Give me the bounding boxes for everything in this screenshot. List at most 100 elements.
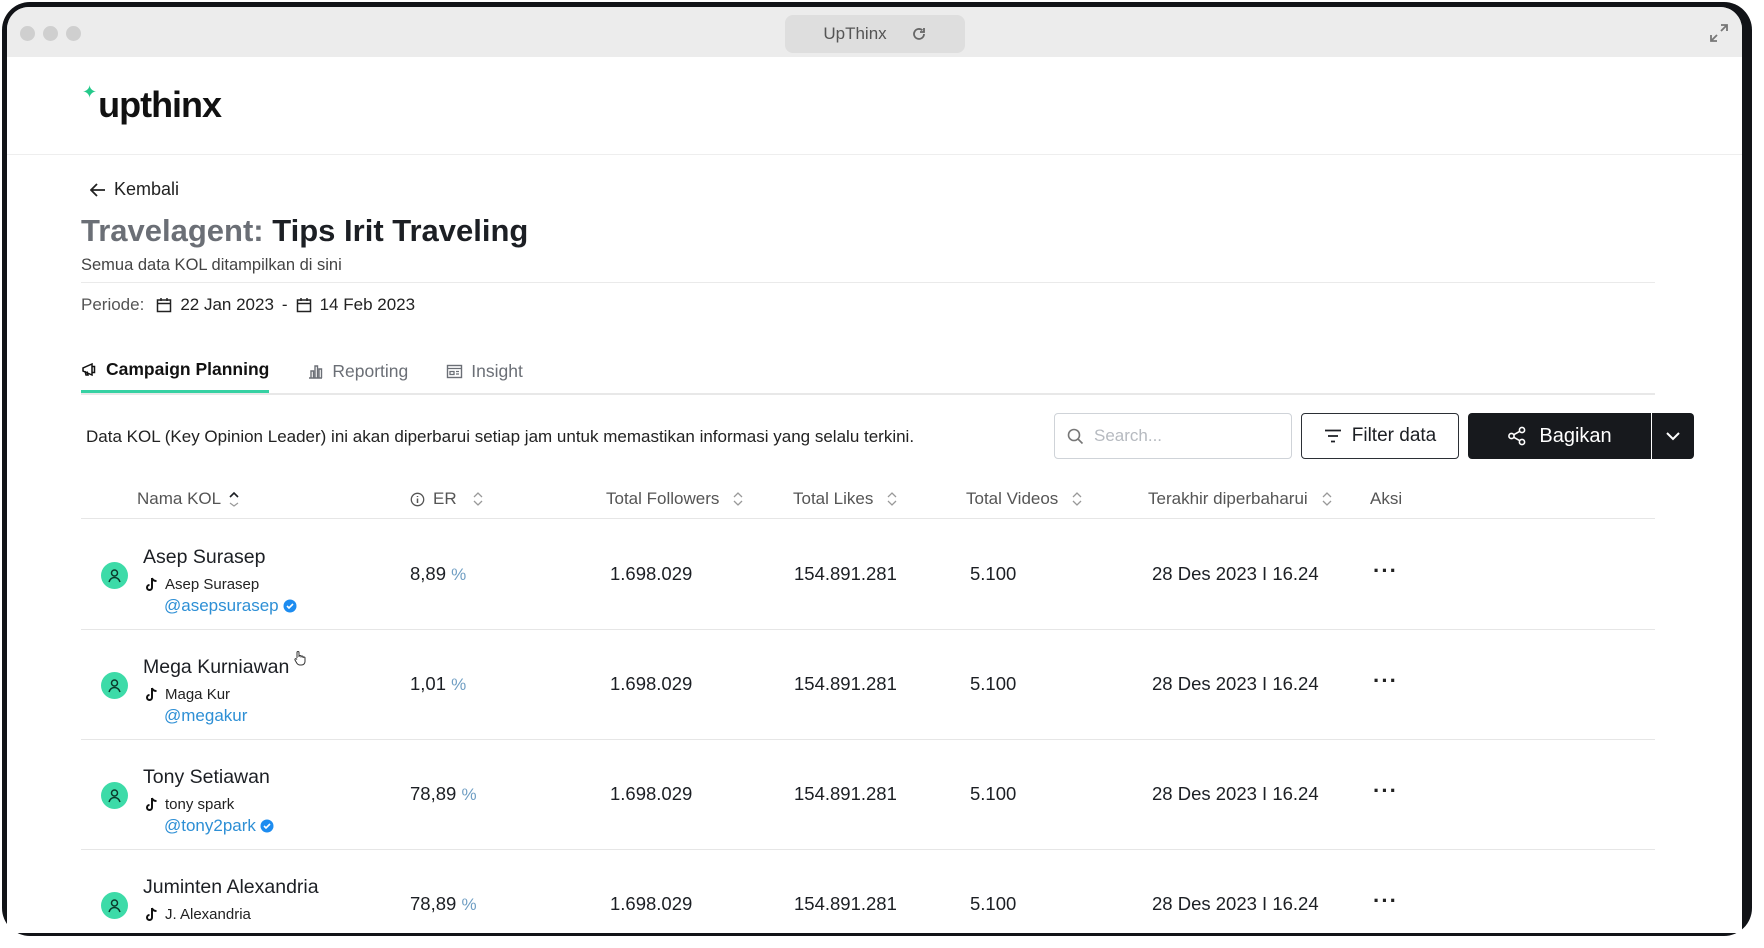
column-label: Total Likes xyxy=(793,489,874,508)
likes-value: 154.891.281 xyxy=(794,563,897,584)
hand-cursor-icon xyxy=(294,651,306,666)
kol-handle[interactable]: @tony2park xyxy=(164,816,274,836)
info-icon xyxy=(410,492,425,506)
column-label: Nama KOL xyxy=(137,489,222,508)
column-header-total-likes[interactable]: Total Likes xyxy=(793,489,897,509)
column-header-nama-kol[interactable]: Nama KOL xyxy=(137,489,239,509)
more-actions-button[interactable]: ··· xyxy=(1373,558,1398,583)
tab-reporting[interactable]: Reporting xyxy=(307,355,408,393)
column-label: Terakhir diperbaharui xyxy=(1148,489,1308,508)
updated-value: 28 Des 2023 I 16.24 xyxy=(1152,563,1319,584)
column-header-total-followers[interactable]: Total Followers xyxy=(606,489,743,509)
column-header-er[interactable]: ER xyxy=(410,489,483,509)
calendar-icon xyxy=(157,298,172,313)
kol-account: J. Alexandria xyxy=(145,906,251,923)
bar-chart-icon xyxy=(309,364,323,379)
sort-icon xyxy=(1322,492,1332,506)
filter-button[interactable]: Filter data xyxy=(1301,413,1459,459)
search-icon xyxy=(1067,428,1084,444)
avatar xyxy=(101,672,128,699)
er-unit: % xyxy=(461,895,477,914)
tab-label: Campaign Planning xyxy=(106,359,270,379)
er-unit: % xyxy=(461,785,477,804)
user-icon xyxy=(108,899,121,913)
sort-icon xyxy=(1072,492,1082,506)
tab-campaign-planning[interactable]: Campaign Planning xyxy=(81,355,270,393)
page-subtitle: Semua data KOL ditampilkan di sini xyxy=(81,256,342,274)
er-value: 1,01 % xyxy=(410,673,466,695)
column-label: Total Followers xyxy=(606,489,720,508)
close-window-button[interactable] xyxy=(20,26,35,41)
megaphone-icon xyxy=(82,362,96,377)
period-range: Periode: 22 Jan 2023 - 14 Feb 2023 xyxy=(81,295,415,315)
tab-label: Reporting xyxy=(332,360,409,381)
verified-badge-icon xyxy=(260,819,274,833)
fullscreen-icon[interactable] xyxy=(1708,22,1730,44)
calendar-icon xyxy=(296,298,311,313)
upthinx-logo[interactable]: ✦ upthinx xyxy=(82,82,222,125)
account-name: J. Alexandria xyxy=(165,906,251,923)
sparkle-icon: ✦ xyxy=(82,82,98,102)
er-number: 1,01 xyxy=(410,673,447,694)
title-bar: UpThinx xyxy=(7,7,1742,57)
updated-value: 28 Des 2023 I 16.24 xyxy=(1152,893,1319,914)
address-text: UpThinx xyxy=(823,24,887,43)
account-name: Asep Surasep xyxy=(165,576,260,593)
kol-name[interactable]: Juminten Alexandria xyxy=(143,876,319,898)
column-header-aksi: Aksi xyxy=(1370,489,1402,509)
er-unit: % xyxy=(451,565,467,584)
arrow-left-icon xyxy=(90,182,105,197)
minimize-window-button[interactable] xyxy=(43,26,58,41)
zoom-window-button[interactable] xyxy=(66,26,81,41)
kol-handle[interactable]: @megakur xyxy=(164,706,247,726)
share-label: Bagikan xyxy=(1539,424,1612,447)
er-number: 8,89 xyxy=(410,563,447,584)
more-actions-button[interactable]: ··· xyxy=(1373,668,1398,693)
avatar xyxy=(101,562,128,589)
column-header-total-videos[interactable]: Total Videos xyxy=(966,489,1082,509)
period-end: 14 Feb 2023 xyxy=(319,295,416,314)
updated-value: 28 Des 2023 I 16.24 xyxy=(1152,673,1319,694)
followers-value: 1.698.029 xyxy=(610,563,693,584)
er-value: 8,89 % xyxy=(410,563,466,585)
divider xyxy=(81,282,1655,283)
videos-value: 5.100 xyxy=(970,893,1017,914)
reload-icon[interactable] xyxy=(911,26,927,42)
table-header: Nama KOL ER Total Followers Total Likes … xyxy=(81,481,1655,519)
er-number: 78,89 xyxy=(410,893,457,914)
browser-window: UpThinx ✦ upthinx Kembali Travelagent: T… xyxy=(7,7,1742,933)
user-icon xyxy=(108,679,121,693)
share-dropdown-button[interactable] xyxy=(1652,413,1694,459)
table-row[interactable]: Mega Kurniawan Maga Kur @megakur 1,01 % … xyxy=(81,630,1655,740)
column-header-terakhir-diperbaharui[interactable]: Terakhir diperbaharui xyxy=(1148,489,1332,509)
back-label: Kembali xyxy=(114,179,180,199)
search-placeholder: Search... xyxy=(1094,426,1163,445)
tab-insight[interactable]: Insight xyxy=(446,355,523,393)
kol-handle[interactable]: @asepsurasep xyxy=(164,596,297,616)
back-link[interactable]: Kembali xyxy=(90,179,179,200)
tiktok-icon xyxy=(146,907,157,921)
address-bar[interactable]: UpThinx xyxy=(785,15,965,53)
kol-name[interactable]: Asep Surasep xyxy=(143,546,266,568)
account-name: tony spark xyxy=(165,796,235,813)
sort-icon xyxy=(473,492,483,506)
search-input[interactable]: Search... xyxy=(1054,413,1292,459)
er-value: 78,89 % xyxy=(410,783,477,805)
share-button[interactable]: Bagikan xyxy=(1468,413,1651,459)
more-actions-button[interactable]: ··· xyxy=(1373,778,1398,803)
er-unit: % xyxy=(451,675,467,694)
table-row[interactable]: Juminten Alexandria J. Alexandria 78,89 … xyxy=(81,850,1655,933)
likes-value: 154.891.281 xyxy=(794,893,897,914)
more-actions-button[interactable]: ··· xyxy=(1373,888,1398,913)
videos-value: 5.100 xyxy=(970,563,1017,584)
tab-label: Insight xyxy=(471,360,523,381)
kol-name[interactable]: Tony Setiawan xyxy=(143,766,270,788)
er-value: 78,89 % xyxy=(410,893,477,915)
likes-value: 154.891.281 xyxy=(794,673,897,694)
followers-value: 1.698.029 xyxy=(610,673,693,694)
table-row[interactable]: Tony Setiawan tony spark @tony2park 78,8… xyxy=(81,740,1655,850)
table-row[interactable]: Asep Surasep Asep Surasep @asepsurasep 8… xyxy=(81,520,1655,630)
tab-bar: Campaign Planning Reporting Insight xyxy=(81,355,1655,395)
kol-name[interactable]: Mega Kurniawan xyxy=(143,656,290,678)
